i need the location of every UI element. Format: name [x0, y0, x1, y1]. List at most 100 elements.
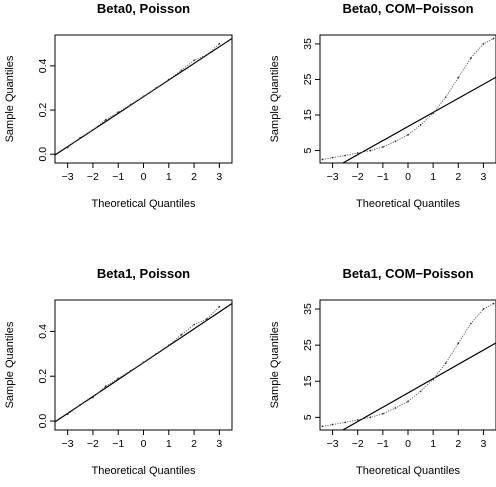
x-tick-label: 3: [216, 171, 222, 183]
x-axis-label: Theoretical Quantiles: [356, 465, 460, 477]
x-tick-label: 2: [455, 171, 461, 183]
y-tick-label: 25: [302, 73, 314, 85]
x-tick-label: 1: [430, 171, 436, 183]
y-tick-label: 35: [302, 303, 314, 315]
qq-reference-line: [341, 342, 496, 430]
y-tick-label: 35: [302, 38, 314, 50]
qq-point: [444, 362, 447, 365]
x-tick-label: 0: [141, 171, 147, 183]
qq-point: [180, 333, 183, 336]
qq-point: [205, 53, 208, 56]
qq-point: [129, 103, 132, 106]
chart-title: Beta0, COM−Poisson: [342, 1, 473, 16]
qq-point: [155, 352, 158, 355]
panel-4: Beta1, COM−Poisson−3 −2 −1 0 1 2 35152535Theor…: [269, 266, 496, 477]
plot-frame: [319, 34, 496, 164]
qq-point: [193, 59, 195, 62]
qq-point: [369, 416, 372, 419]
x-axis-label: Theoretical Quantiles: [92, 465, 196, 477]
qq-point: [117, 377, 120, 380]
x-tick-label: 0: [141, 438, 147, 450]
qq-point: [394, 407, 397, 409]
qq-point: [321, 425, 324, 428]
y-tick-label: 0.0: [37, 147, 49, 162]
x-tick-label: 3: [216, 438, 222, 450]
x-tick-label: 2: [191, 171, 197, 183]
y-tick-label: 0.0: [37, 414, 49, 429]
y-tick-label: 0.2: [37, 369, 49, 384]
plot-frame: [54, 34, 233, 164]
qq-sample-curve: [322, 38, 494, 160]
qq-point: [344, 421, 347, 424]
x-tick-label: −2: [87, 171, 99, 183]
y-axis-label: Sample Quantiles: [269, 55, 281, 142]
qq-point: [331, 423, 334, 426]
qq-point: [218, 42, 221, 45]
y-axis-label: Sample Quantiles: [4, 55, 16, 142]
qq-point: [321, 158, 324, 161]
plot-frame: [319, 299, 496, 431]
x-tick-label: 0: [405, 171, 411, 183]
x-tick-label: −2: [352, 171, 364, 183]
qq-point: [117, 111, 120, 114]
y-tick-label: 0.4: [37, 324, 49, 339]
qq-point: [419, 390, 422, 393]
x-tick-label: −2: [87, 438, 99, 450]
qq-point: [457, 342, 460, 345]
x-tick-label: −3: [62, 171, 74, 183]
y-tick-label: 15: [302, 375, 314, 387]
panel-1: Beta0, Poisson −3 −2 −1 0 1 2 3 0.0 0.2 0.4 Theoret…: [4, 1, 233, 210]
qq-point: [394, 140, 397, 143]
qq-point: [167, 344, 170, 347]
y-tick-label: 15: [302, 109, 314, 121]
qq-point: [381, 412, 384, 415]
chart-title: Beta1, Poisson: [97, 266, 190, 281]
qq-point: [482, 308, 485, 310]
qq-sample-curve: [322, 303, 494, 427]
y-tick-label: 0.4: [37, 58, 49, 73]
qq-point: [79, 136, 82, 139]
qq-point: [344, 154, 347, 157]
qq-point: [66, 413, 69, 416]
qq-point: [444, 96, 447, 99]
qq-point: [193, 323, 195, 326]
x-tick-label: −1: [377, 171, 389, 183]
x-tick-label: −3: [327, 438, 339, 450]
qq-reference-line: [341, 76, 496, 163]
qq-point: [218, 305, 221, 308]
qq-point: [432, 112, 435, 115]
qq-point: [92, 128, 94, 131]
y-axis-label: Sample Quantiles: [4, 321, 16, 408]
qq-point: [356, 418, 359, 421]
qq-point: [142, 361, 145, 364]
x-tick-label: −1: [112, 171, 124, 183]
x-tick-label: 3: [481, 438, 487, 450]
y-tick-label: 5: [302, 414, 314, 420]
panel-3: Beta1, Poisson −3 −2 −1 0 1 2 3 0.0 0.2 0.4 Theoret…: [4, 266, 233, 477]
qq-point: [104, 385, 107, 388]
chart-title: Beta1, COM−Poisson: [342, 266, 473, 281]
qq-point: [381, 146, 384, 148]
qq-point: [205, 318, 208, 320]
panel-2: Beta0, COM−Poisson−3 −2 −1 0 1 2 35152535Theor…: [269, 1, 496, 210]
x-tick-label: −1: [112, 438, 124, 450]
qq-point: [356, 152, 359, 154]
x-tick-label: 0: [405, 438, 411, 450]
qq-point: [129, 369, 132, 372]
x-tick-label: −1: [377, 438, 389, 450]
qq-point: [419, 124, 422, 126]
qq-point: [180, 69, 183, 72]
qq-point: [407, 134, 409, 136]
qq-point: [104, 119, 107, 121]
qq-point: [79, 403, 82, 406]
x-tick-label: 1: [166, 438, 172, 450]
qq-point: [167, 78, 170, 81]
x-tick-label: 2: [191, 438, 197, 450]
qq-point: [482, 42, 485, 45]
y-tick-label: 25: [302, 339, 314, 351]
x-tick-label: −3: [327, 171, 339, 183]
qq-point: [155, 87, 158, 89]
y-axis-label: Sample Quantiles: [269, 321, 281, 408]
qq-point: [92, 396, 94, 399]
qq-point: [331, 156, 334, 159]
